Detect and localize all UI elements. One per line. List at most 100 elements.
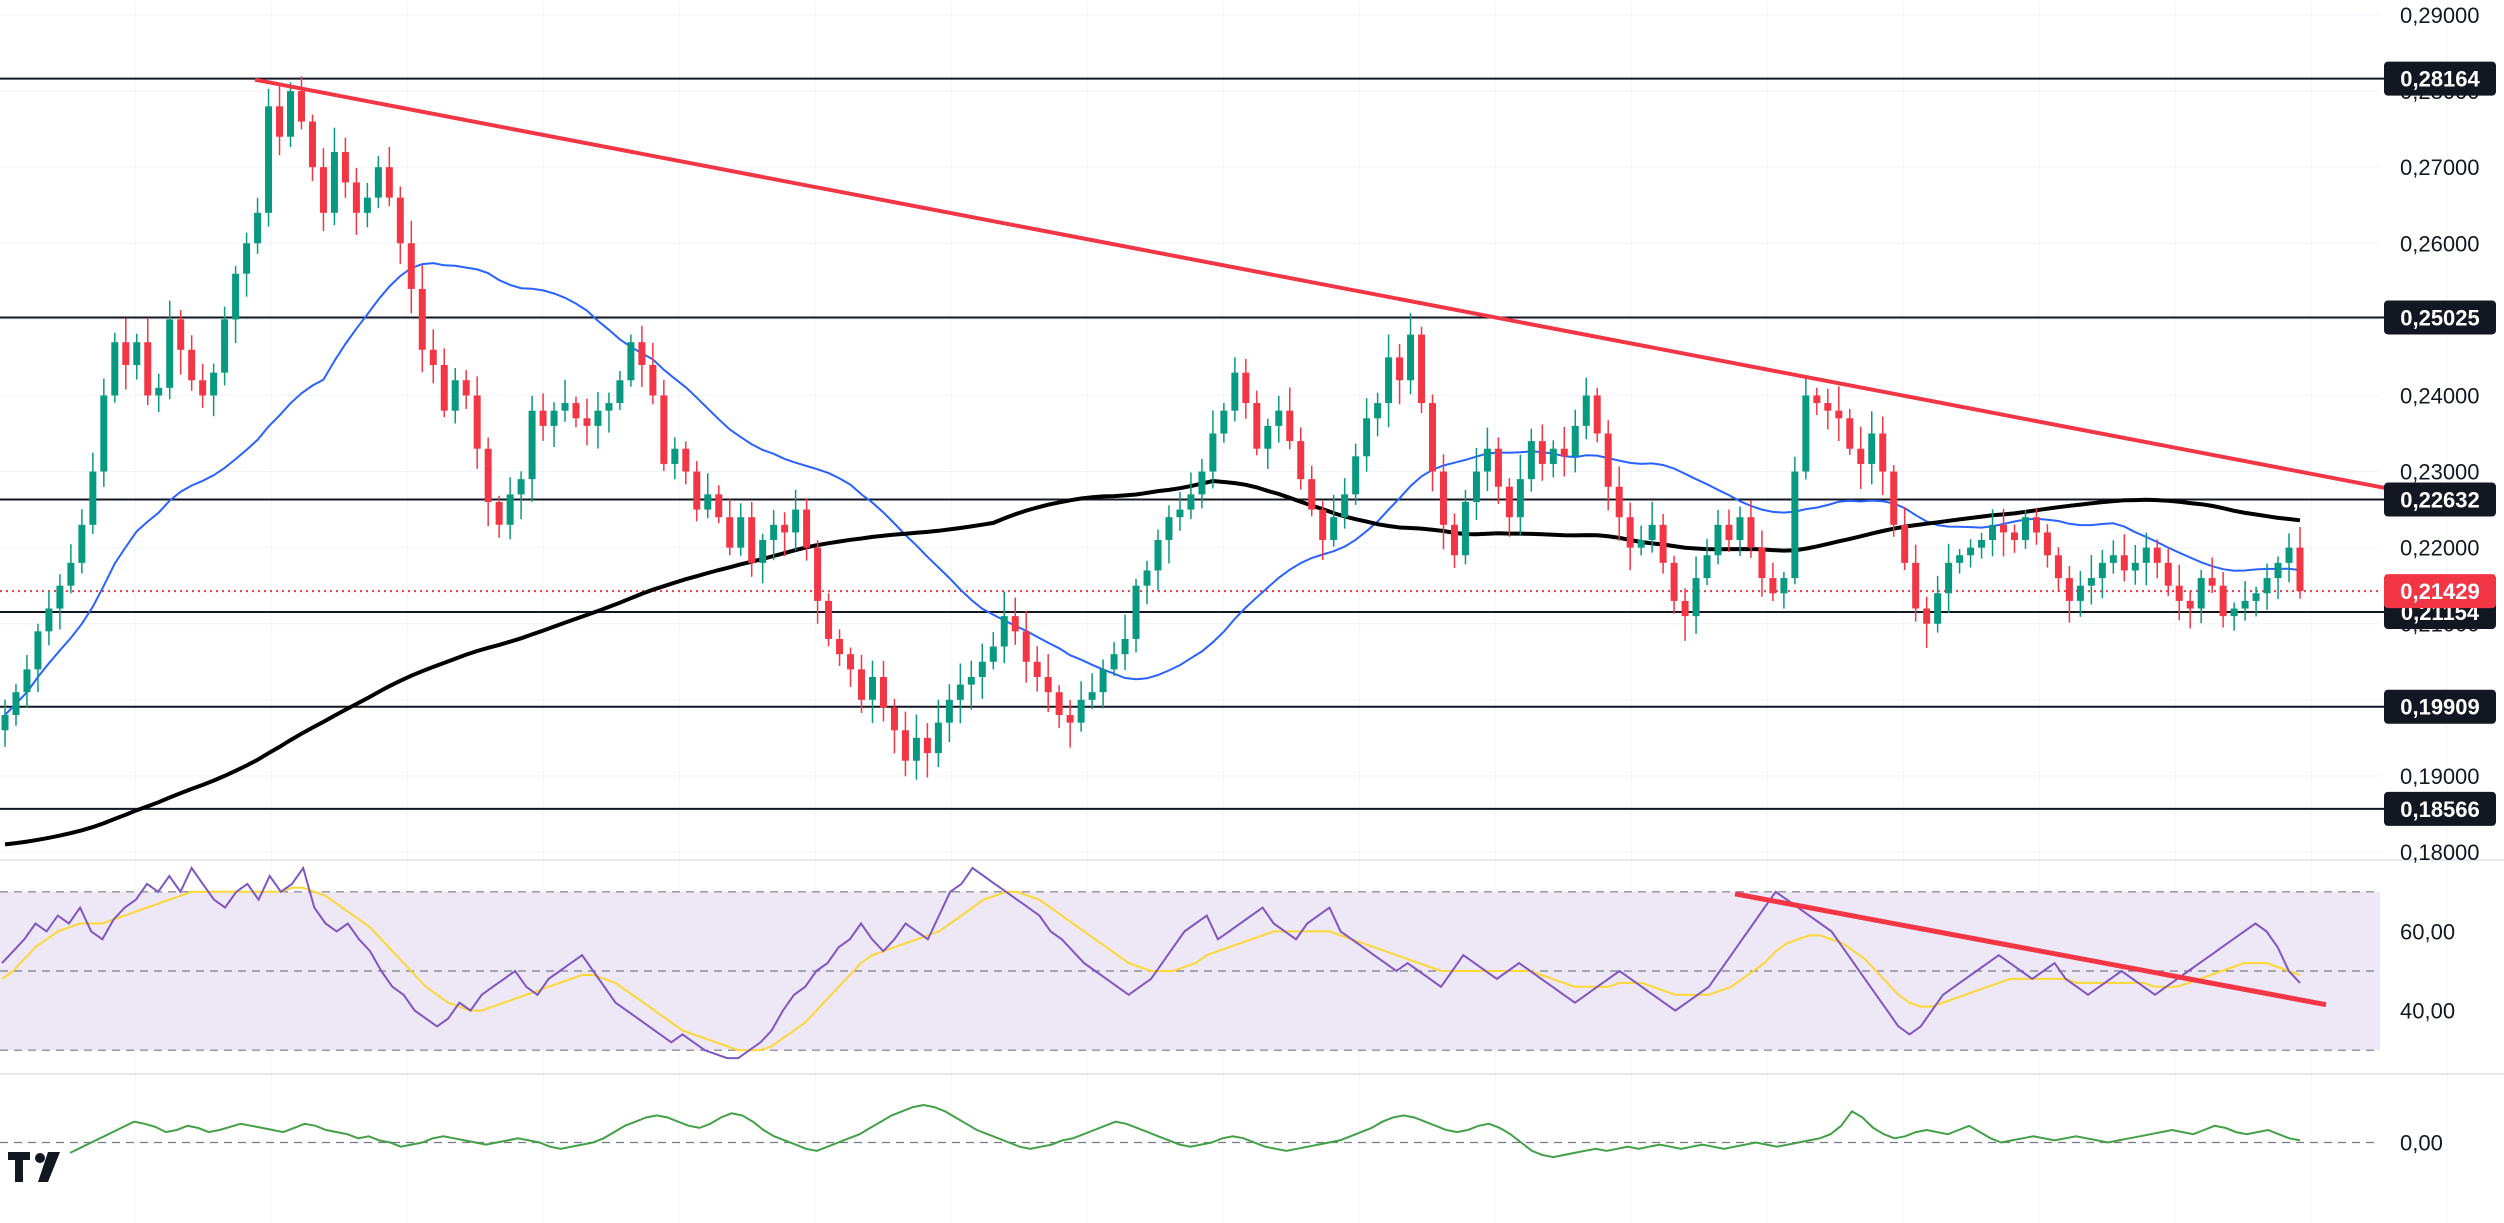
candle [34,623,42,693]
candle [1648,501,1656,553]
candle [825,593,833,647]
candle [1385,334,1393,428]
candle [1714,509,1722,565]
candle [649,342,657,405]
level-label: 0,19909 [2400,695,2480,720]
candle [1363,398,1371,472]
candle [1571,409,1579,473]
candle [287,82,295,148]
candle [945,684,953,743]
candle [847,647,855,687]
level-label-bg [2384,482,2496,517]
candle [1802,377,1810,480]
candle [352,167,360,235]
candle [1275,395,1283,443]
rsi-trendline [1734,891,2327,1008]
candle [2010,524,2018,553]
candle [1297,427,1305,490]
candle [1582,377,1590,440]
candle [1824,388,1832,430]
candle [2021,509,2029,549]
candle [1330,494,1338,547]
candle [1176,492,1184,531]
tradingview-logo-icon [8,1152,60,1182]
level-label: 0,25025 [2400,305,2480,330]
candle [923,723,931,778]
candle [1901,507,1909,571]
candle [1879,416,1887,496]
candle [1132,578,1140,653]
candle [78,509,86,574]
candle [276,85,284,156]
candle [243,232,251,297]
candle [199,363,207,408]
candle [133,333,141,380]
candle [1450,513,1458,569]
candle [56,574,64,630]
candle [341,137,349,198]
candle [265,88,273,227]
level-label-bg [2384,791,2496,826]
candle [605,392,613,433]
candle [978,643,986,699]
candle [2296,526,2304,599]
candle [616,370,624,410]
candle [2043,524,2051,568]
price-tick-label: 0,19000 [2400,764,2480,789]
candle [45,591,53,646]
candle [1615,466,1623,541]
candle [1538,424,1546,481]
candle [144,317,152,406]
rsi-tick-label: 60,00 [2400,919,2455,944]
candle [1780,571,1788,609]
candle [1791,456,1799,585]
candle [879,660,887,722]
candle [1209,410,1217,489]
candle [1374,392,1382,437]
candle [2263,563,2271,610]
candle [451,367,459,424]
level-label: 0,28164 [2400,67,2480,92]
candle [210,363,218,417]
candle [1703,538,1711,586]
candle [1286,387,1294,450]
candle [396,186,404,264]
candle [1429,394,1437,492]
candle [814,540,822,624]
candle [561,379,569,422]
candle [726,499,734,556]
candle [2186,590,2194,629]
candle [671,437,679,480]
candle [2208,557,2216,594]
candle [517,471,525,520]
candle [1000,591,1008,664]
candle [188,335,196,391]
candle [385,146,393,207]
candle [2285,533,2293,583]
candle [1066,700,1074,748]
candle [781,512,789,557]
candle [23,654,31,708]
candle [407,220,415,314]
candle [1593,387,1601,443]
level-label-bg [2384,300,2496,335]
candle [1923,596,1931,648]
candle [12,683,20,726]
candle [1044,654,1052,713]
candle [1846,409,1854,455]
candle [1308,465,1316,517]
candle [330,127,338,226]
candle [2153,539,2161,579]
candle [1472,447,1480,520]
candle [2241,581,2249,621]
candle [1187,472,1195,520]
candle [100,378,108,487]
candle [1055,685,1063,729]
level-label: 0,18566 [2400,797,2480,822]
candle [1758,530,1766,597]
candle [836,629,844,667]
candle [1352,443,1360,505]
candle [155,373,163,413]
candle [2175,564,2183,621]
